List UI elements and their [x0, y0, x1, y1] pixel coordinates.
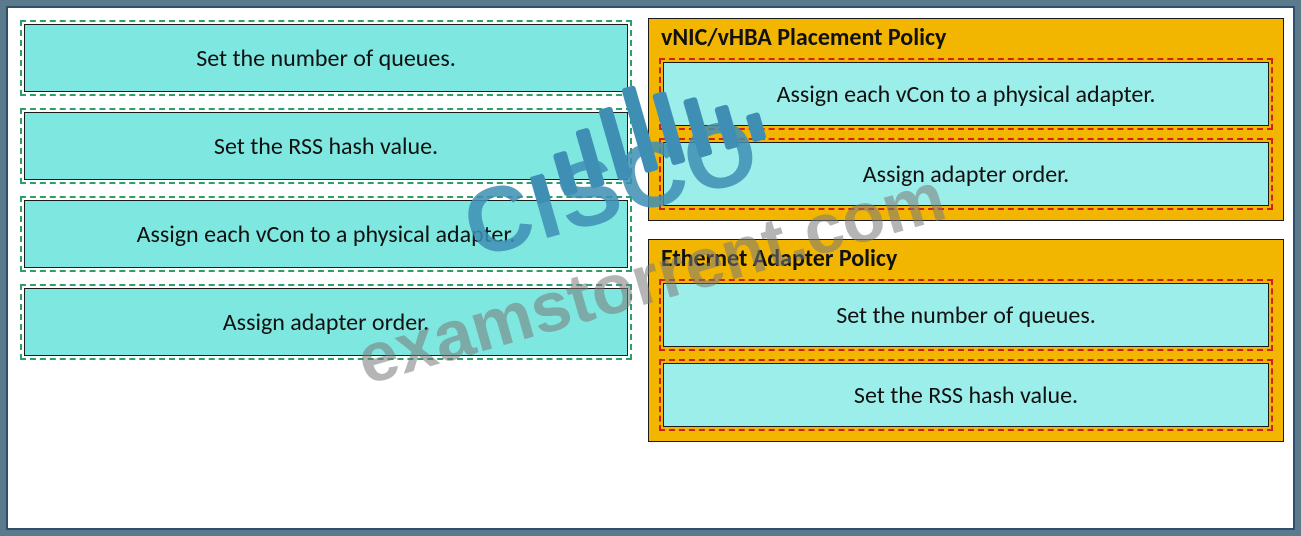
- slot-label: Set the number of queues.: [663, 283, 1269, 347]
- drop-group-placement: vNIC/vHBA Placement Policy Assign each v…: [648, 18, 1284, 221]
- target-column: vNIC/vHBA Placement Policy Assign each v…: [648, 18, 1284, 460]
- slot-label: Set the RSS hash value.: [663, 363, 1269, 427]
- group-title: Ethernet Adapter Policy: [659, 240, 1273, 279]
- source-label: Assign adapter order.: [24, 288, 628, 356]
- group-title: vNIC/vHBA Placement Policy: [659, 19, 1273, 58]
- drop-slot[interactable]: Set the RSS hash value.: [659, 359, 1273, 431]
- drop-slot[interactable]: Assign each vCon to a physical adapter.: [659, 58, 1273, 130]
- drop-slot[interactable]: Assign adapter order.: [659, 138, 1273, 210]
- slot-label: Assign each vCon to a physical adapter.: [663, 62, 1269, 126]
- drop-slot[interactable]: Set the number of queues.: [659, 279, 1273, 351]
- source-item[interactable]: Set the number of queues.: [20, 20, 632, 96]
- drop-group-ethernet: Ethernet Adapter Policy Set the number o…: [648, 239, 1284, 442]
- source-label: Set the RSS hash value.: [24, 112, 628, 180]
- source-item[interactable]: Assign each vCon to a physical adapter.: [20, 196, 632, 272]
- source-item[interactable]: Set the RSS hash value.: [20, 108, 632, 184]
- source-item[interactable]: Assign adapter order.: [20, 284, 632, 360]
- slot-label: Assign adapter order.: [663, 142, 1269, 206]
- panel: Set the number of queues. Set the RSS ha…: [6, 6, 1295, 530]
- source-list: Set the number of queues. Set the RSS ha…: [20, 20, 632, 372]
- source-label: Set the number of queues.: [24, 24, 628, 92]
- source-label: Assign each vCon to a physical adapter.: [24, 200, 628, 268]
